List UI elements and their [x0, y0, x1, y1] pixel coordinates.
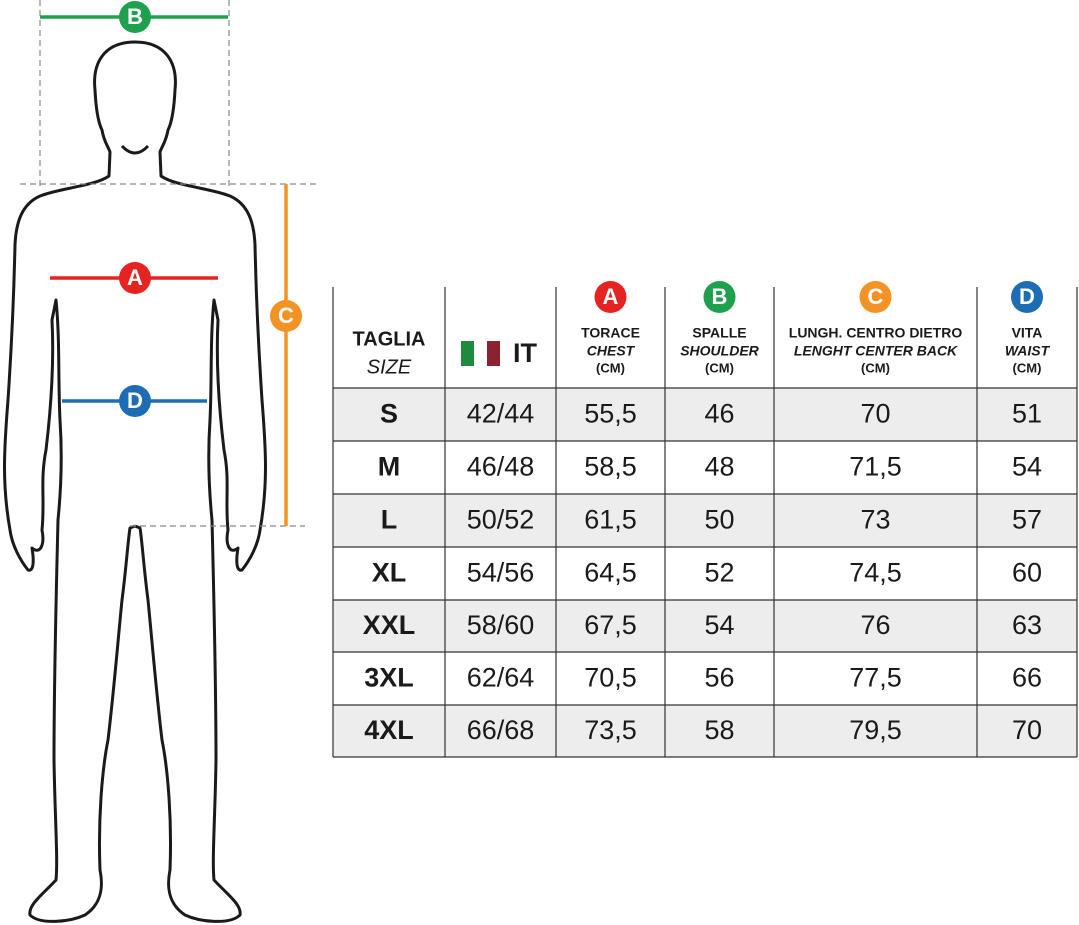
size-label: XXL: [363, 610, 416, 640]
size-label: S: [380, 399, 398, 429]
header-unit: (CM): [861, 360, 890, 375]
outline-half: [133, 40, 267, 923]
cell-value: 48: [704, 452, 734, 482]
marker-circle: [270, 300, 302, 332]
header-unit: (CM): [1013, 360, 1042, 375]
marker-circle: [1011, 281, 1043, 313]
cell-value: 67,5: [584, 610, 637, 640]
cell-value: 62/64: [467, 663, 535, 693]
flag-stripe: [461, 341, 474, 366]
header-title: IT: [513, 338, 538, 368]
cell-value: 52: [704, 558, 734, 588]
cell-value: 70: [860, 399, 890, 429]
marker-label: B: [712, 284, 728, 309]
header-title: VITA: [1012, 325, 1043, 341]
row-band: [333, 494, 1077, 547]
header-title: SPALLE: [692, 325, 746, 341]
header-unit: (CM): [705, 360, 734, 375]
cell-value: 76: [860, 610, 890, 640]
cell-value: 46/48: [467, 452, 535, 482]
size-label: XL: [372, 558, 407, 588]
marker-circle: [119, 385, 151, 417]
header-subtitle: WAIST: [1005, 343, 1051, 359]
cell-value: 63: [1012, 610, 1042, 640]
cell-value: 54: [1012, 452, 1042, 482]
size-label: M: [378, 452, 401, 482]
size-label: L: [381, 505, 398, 535]
size-label: 3XL: [364, 663, 414, 693]
chin: [120, 144, 150, 155]
header-subtitle: LENGHT CENTER BACK: [794, 343, 958, 359]
marker-label: D: [1019, 284, 1035, 309]
cell-value: 60: [1012, 558, 1042, 588]
cell-value: 70,5: [584, 663, 637, 693]
header-unit: (CM): [596, 360, 625, 375]
cell-value: 55,5: [584, 399, 637, 429]
header-title: TAGLIA: [353, 328, 426, 350]
cell-value: 58/60: [467, 610, 535, 640]
cell-value: 66/68: [467, 715, 535, 745]
marker-label: B: [127, 4, 143, 29]
outline-half: [3, 40, 136, 923]
cell-value: 51: [1012, 399, 1042, 429]
body-outline: [3, 40, 267, 923]
cell-value: 77,5: [849, 663, 902, 693]
header-subtitle: SHOULDER: [680, 343, 759, 359]
cell-value: 64,5: [584, 558, 637, 588]
size-label: 4XL: [364, 715, 414, 745]
cell-value: 73: [860, 505, 890, 535]
marker-label: A: [127, 265, 143, 290]
cell-value: 71,5: [849, 452, 902, 482]
row-band: [333, 705, 1077, 757]
header-subtitle: SIZE: [367, 356, 412, 378]
header-subtitle: CHEST: [587, 343, 636, 359]
marker-label: C: [278, 303, 294, 328]
flag-stripe: [474, 341, 487, 366]
header-title: TORACE: [581, 325, 640, 341]
marker-label: A: [603, 284, 619, 309]
row-band: [333, 600, 1077, 652]
marker-circle: [859, 281, 892, 313]
cell-value: 46: [704, 399, 734, 429]
cell-value: 56: [704, 663, 734, 693]
cell-value: 50: [704, 505, 734, 535]
guides: [20, 0, 318, 527]
flag-stripe: [487, 341, 500, 366]
marker-label: D: [127, 388, 143, 413]
cell-value: 61,5: [584, 505, 637, 535]
cell-value: 42/44: [467, 399, 535, 429]
cell-value: 79,5: [849, 715, 902, 745]
marker-label: C: [868, 284, 884, 309]
cell-value: 74,5: [849, 558, 902, 588]
cell-value: 70: [1012, 715, 1042, 745]
cell-value: 58: [704, 715, 734, 745]
marker-circle: [119, 262, 151, 294]
cell-value: 58,5: [584, 452, 637, 482]
cell-value: 66: [1012, 663, 1042, 693]
cell-value: 54: [704, 610, 734, 640]
cell-value: 50/52: [467, 505, 535, 535]
row-band: [333, 388, 1077, 441]
marker-circle: [119, 1, 151, 33]
cell-value: 57: [1012, 505, 1042, 535]
header-title: LUNGH. CENTRO DIETRO: [789, 325, 963, 341]
marker-circle: [594, 281, 627, 313]
cell-value: 54/56: [467, 558, 535, 588]
cell-value: 73,5: [584, 715, 637, 745]
marker-circle: [703, 281, 736, 313]
